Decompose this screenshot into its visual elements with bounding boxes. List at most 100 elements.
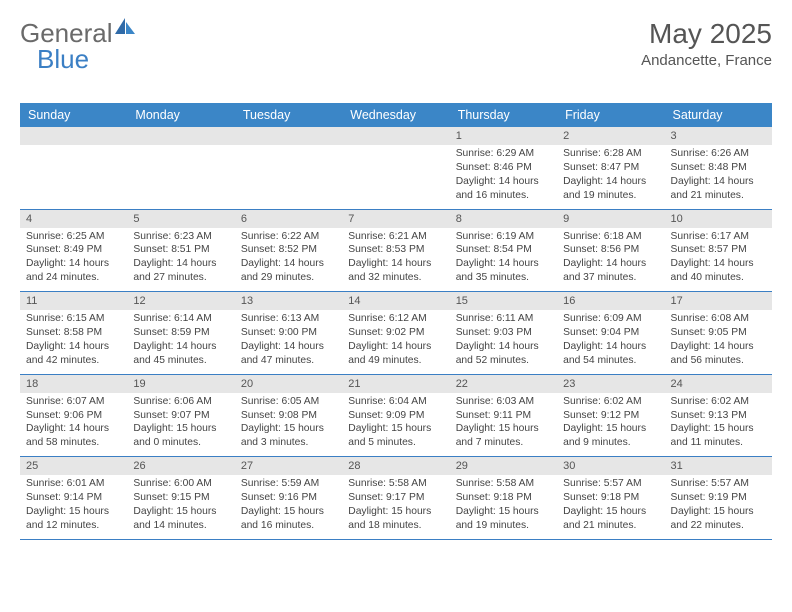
day-sunrise: Sunrise: 5:58 AM bbox=[348, 477, 443, 491]
day-daylight2: and 54 minutes. bbox=[563, 354, 658, 368]
day-daylight2: and 22 minutes. bbox=[671, 519, 766, 533]
day-cell bbox=[20, 127, 127, 209]
day-sunrise: Sunrise: 6:02 AM bbox=[563, 395, 658, 409]
day-daylight2: and 16 minutes. bbox=[241, 519, 336, 533]
day-sunrise: Sunrise: 6:12 AM bbox=[348, 312, 443, 326]
day-sunset: Sunset: 8:53 PM bbox=[348, 243, 443, 257]
day-sunset: Sunset: 8:49 PM bbox=[26, 243, 121, 257]
day-sunrise: Sunrise: 6:26 AM bbox=[671, 147, 766, 161]
day-number: 30 bbox=[557, 457, 664, 475]
day-cell: 26Sunrise: 6:00 AMSunset: 9:15 PMDayligh… bbox=[127, 457, 234, 539]
day-daylight1: Daylight: 14 hours bbox=[456, 257, 551, 271]
day-sunrise: Sunrise: 6:17 AM bbox=[671, 230, 766, 244]
day-body: Sunrise: 5:59 AMSunset: 9:16 PMDaylight:… bbox=[235, 475, 342, 539]
dow-saturday: Saturday bbox=[665, 103, 772, 127]
day-daylight1: Daylight: 14 hours bbox=[563, 175, 658, 189]
day-sunset: Sunset: 9:04 PM bbox=[563, 326, 658, 340]
day-sunset: Sunset: 9:00 PM bbox=[241, 326, 336, 340]
day-body: Sunrise: 6:09 AMSunset: 9:04 PMDaylight:… bbox=[557, 310, 664, 374]
day-cell bbox=[342, 127, 449, 209]
day-sunrise: Sunrise: 6:00 AM bbox=[133, 477, 228, 491]
day-sunrise: Sunrise: 6:13 AM bbox=[241, 312, 336, 326]
day-cell bbox=[127, 127, 234, 209]
day-daylight1: Daylight: 14 hours bbox=[456, 175, 551, 189]
day-sunset: Sunset: 9:09 PM bbox=[348, 409, 443, 423]
sail-icon bbox=[115, 12, 137, 43]
day-sunrise: Sunrise: 6:28 AM bbox=[563, 147, 658, 161]
day-number: 9 bbox=[557, 210, 664, 228]
day-sunrise: Sunrise: 5:57 AM bbox=[671, 477, 766, 491]
day-body bbox=[127, 145, 234, 203]
day-body: Sunrise: 5:57 AMSunset: 9:19 PMDaylight:… bbox=[665, 475, 772, 539]
day-body: Sunrise: 6:02 AMSunset: 9:12 PMDaylight:… bbox=[557, 393, 664, 457]
day-cell: 19Sunrise: 6:06 AMSunset: 9:07 PMDayligh… bbox=[127, 375, 234, 457]
day-number: 19 bbox=[127, 375, 234, 393]
day-cell: 27Sunrise: 5:59 AMSunset: 9:16 PMDayligh… bbox=[235, 457, 342, 539]
day-cell: 22Sunrise: 6:03 AMSunset: 9:11 PMDayligh… bbox=[450, 375, 557, 457]
day-number bbox=[127, 127, 234, 145]
dow-monday: Monday bbox=[127, 103, 234, 127]
day-daylight1: Daylight: 15 hours bbox=[456, 422, 551, 436]
day-number: 3 bbox=[665, 127, 772, 145]
day-number: 20 bbox=[235, 375, 342, 393]
day-daylight1: Daylight: 14 hours bbox=[241, 340, 336, 354]
day-daylight1: Daylight: 15 hours bbox=[563, 505, 658, 519]
day-daylight1: Daylight: 15 hours bbox=[26, 505, 121, 519]
dow-tuesday: Tuesday bbox=[235, 103, 342, 127]
day-body: Sunrise: 6:18 AMSunset: 8:56 PMDaylight:… bbox=[557, 228, 664, 292]
day-sunrise: Sunrise: 6:18 AM bbox=[563, 230, 658, 244]
day-daylight1: Daylight: 15 hours bbox=[241, 422, 336, 436]
day-number: 27 bbox=[235, 457, 342, 475]
day-body: Sunrise: 6:05 AMSunset: 9:08 PMDaylight:… bbox=[235, 393, 342, 457]
day-sunset: Sunset: 8:46 PM bbox=[456, 161, 551, 175]
day-daylight2: and 5 minutes. bbox=[348, 436, 443, 450]
day-cell: 11Sunrise: 6:15 AMSunset: 8:58 PMDayligh… bbox=[20, 292, 127, 374]
day-sunset: Sunset: 8:56 PM bbox=[563, 243, 658, 257]
day-sunset: Sunset: 8:57 PM bbox=[671, 243, 766, 257]
day-sunrise: Sunrise: 5:58 AM bbox=[456, 477, 551, 491]
location-subtitle: Andancette, France bbox=[641, 52, 772, 69]
day-cell: 20Sunrise: 6:05 AMSunset: 9:08 PMDayligh… bbox=[235, 375, 342, 457]
day-sunrise: Sunrise: 6:08 AM bbox=[671, 312, 766, 326]
day-body: Sunrise: 6:26 AMSunset: 8:48 PMDaylight:… bbox=[665, 145, 772, 209]
day-sunrise: Sunrise: 6:01 AM bbox=[26, 477, 121, 491]
day-daylight1: Daylight: 15 hours bbox=[133, 422, 228, 436]
day-daylight2: and 24 minutes. bbox=[26, 271, 121, 285]
dow-friday: Friday bbox=[557, 103, 664, 127]
day-sunrise: Sunrise: 6:25 AM bbox=[26, 230, 121, 244]
day-cell: 15Sunrise: 6:11 AMSunset: 9:03 PMDayligh… bbox=[450, 292, 557, 374]
day-body: Sunrise: 6:19 AMSunset: 8:54 PMDaylight:… bbox=[450, 228, 557, 292]
day-cell: 17Sunrise: 6:08 AMSunset: 9:05 PMDayligh… bbox=[665, 292, 772, 374]
day-cell: 23Sunrise: 6:02 AMSunset: 9:12 PMDayligh… bbox=[557, 375, 664, 457]
day-sunset: Sunset: 9:14 PM bbox=[26, 491, 121, 505]
week-row: 11Sunrise: 6:15 AMSunset: 8:58 PMDayligh… bbox=[20, 292, 772, 375]
day-sunrise: Sunrise: 6:19 AM bbox=[456, 230, 551, 244]
day-sunrise: Sunrise: 6:02 AM bbox=[671, 395, 766, 409]
day-sunrise: Sunrise: 6:11 AM bbox=[456, 312, 551, 326]
day-cell: 18Sunrise: 6:07 AMSunset: 9:06 PMDayligh… bbox=[20, 375, 127, 457]
day-daylight2: and 9 minutes. bbox=[563, 436, 658, 450]
day-sunrise: Sunrise: 6:07 AM bbox=[26, 395, 121, 409]
day-body: Sunrise: 5:58 AMSunset: 9:17 PMDaylight:… bbox=[342, 475, 449, 539]
day-cell: 25Sunrise: 6:01 AMSunset: 9:14 PMDayligh… bbox=[20, 457, 127, 539]
dow-sunday: Sunday bbox=[20, 103, 127, 127]
day-number: 4 bbox=[20, 210, 127, 228]
day-body: Sunrise: 6:06 AMSunset: 9:07 PMDaylight:… bbox=[127, 393, 234, 457]
day-body: Sunrise: 6:08 AMSunset: 9:05 PMDaylight:… bbox=[665, 310, 772, 374]
day-body: Sunrise: 6:01 AMSunset: 9:14 PMDaylight:… bbox=[20, 475, 127, 539]
day-daylight2: and 40 minutes. bbox=[671, 271, 766, 285]
day-daylight1: Daylight: 14 hours bbox=[671, 340, 766, 354]
calendar-page: General May 2025 Andancette, France Blue… bbox=[0, 0, 792, 560]
day-daylight1: Daylight: 14 hours bbox=[241, 257, 336, 271]
day-number: 22 bbox=[450, 375, 557, 393]
brand-text-2: Blue bbox=[37, 44, 89, 75]
day-number: 10 bbox=[665, 210, 772, 228]
day-daylight2: and 45 minutes. bbox=[133, 354, 228, 368]
week-row: 4 Sunrise: 6:25 AMSunset: 8:49 PM Daylight… bbox=[20, 210, 772, 293]
day-number: 24 bbox=[665, 375, 772, 393]
day-daylight2: and 32 minutes. bbox=[348, 271, 443, 285]
day-body bbox=[342, 145, 449, 203]
day-sunset: Sunset: 9:13 PM bbox=[671, 409, 766, 423]
day-cell: 3Sunrise: 6:26 AMSunset: 8:48 PMDaylight… bbox=[665, 127, 772, 209]
month-title: May 2025 bbox=[641, 18, 772, 50]
